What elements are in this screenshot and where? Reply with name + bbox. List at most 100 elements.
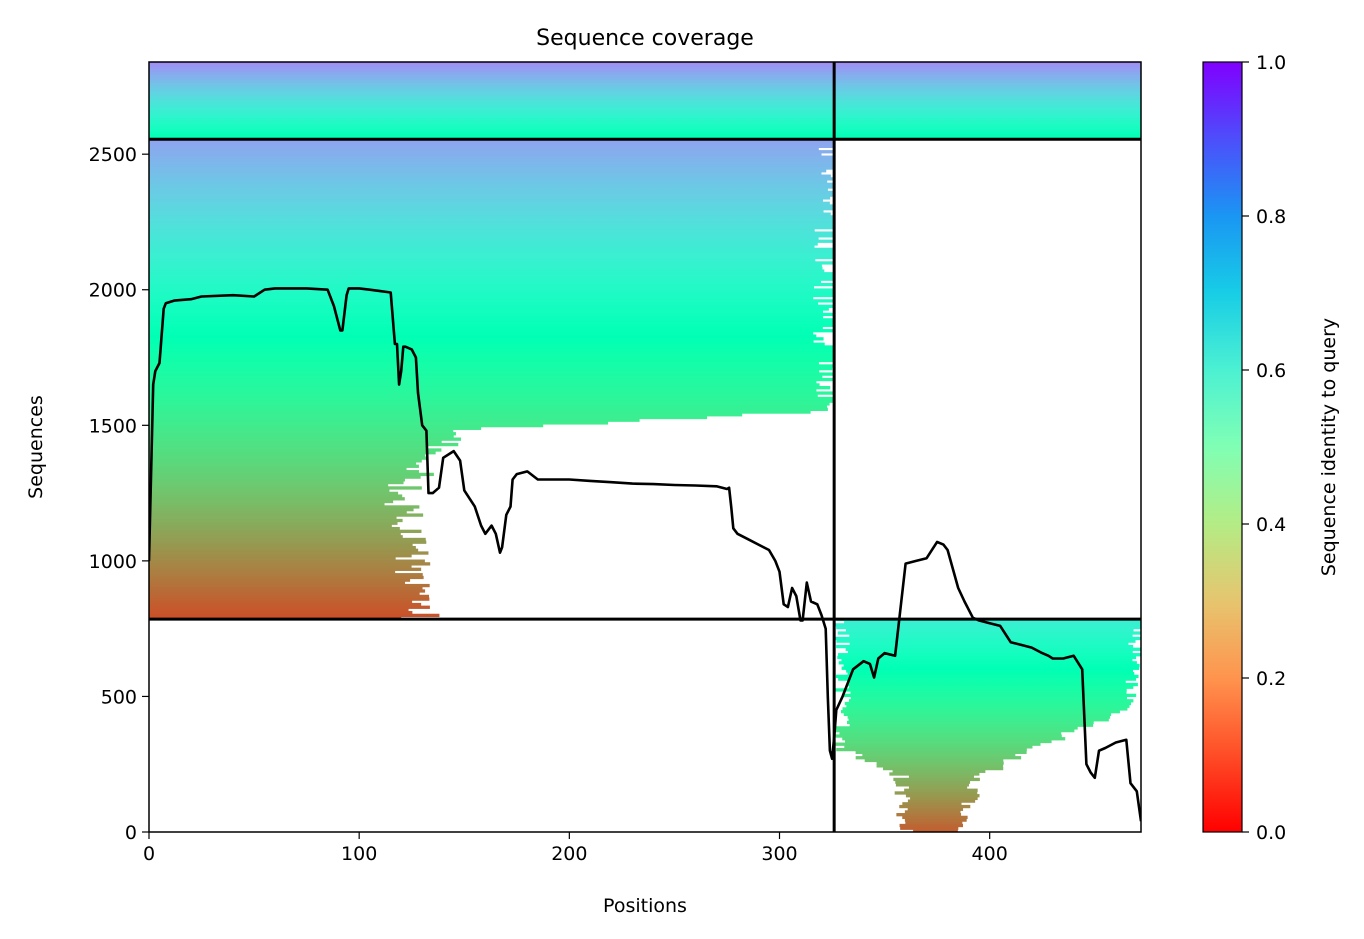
coverage-row-0 xyxy=(149,312,835,317)
coverage-row-0 xyxy=(149,524,392,528)
coverage-row-1 xyxy=(849,642,1129,646)
coverage-row-0 xyxy=(149,510,407,515)
coverage-row-0 xyxy=(149,272,835,276)
coverage-row-0 xyxy=(149,391,835,395)
coverage-row-2 xyxy=(149,68,1141,73)
coverage-row-1 xyxy=(840,709,1120,714)
coverage-row-1 xyxy=(836,625,1141,630)
coverage-row-2 xyxy=(149,133,1141,138)
coverage-row-1 xyxy=(834,728,1075,733)
y-tick-label: 1500 xyxy=(89,415,137,437)
coverage-row-0 xyxy=(149,532,401,536)
coverage-row-1 xyxy=(838,653,1141,657)
coverage-row-0 xyxy=(149,196,831,200)
coverage-row-2 xyxy=(149,98,1141,102)
coverage-row-1 xyxy=(892,769,986,773)
colorbar-tick-label: 0.2 xyxy=(1256,668,1286,690)
coverage-row-1 xyxy=(847,715,1111,719)
coverage-row-2 xyxy=(149,128,1141,132)
coverage-row-1 xyxy=(904,818,967,822)
coverage-row-1 xyxy=(908,775,974,779)
coverage-row-0 xyxy=(149,228,815,233)
colorbar xyxy=(1202,61,1243,833)
coverage-row-1 xyxy=(913,829,958,832)
coverage-row-1 xyxy=(835,742,1041,746)
coverage-row-1 xyxy=(850,691,1127,695)
coverage-row-1 xyxy=(855,756,1022,760)
coverage-row-0 xyxy=(149,247,835,252)
coverage-row-0 xyxy=(149,158,835,162)
coverage-row-0 xyxy=(149,605,430,609)
coverage-row-1 xyxy=(910,796,978,801)
coverage-row-1 xyxy=(843,663,1140,668)
coverage-row-2 xyxy=(149,106,1141,111)
coverage-row-0 xyxy=(149,356,835,360)
coverage-row-1 xyxy=(848,685,1134,689)
coverage-row-1 xyxy=(846,704,1130,708)
coverage-row-0 xyxy=(149,182,835,186)
coverage-row-0 xyxy=(149,404,828,409)
coverage-row-2 xyxy=(149,95,1141,100)
coverage-row-0 xyxy=(149,296,814,300)
coverage-row-1 xyxy=(847,672,1135,676)
coverage-row-2 xyxy=(149,74,1141,78)
coverage-row-0 xyxy=(149,266,823,271)
coverage-row-0 xyxy=(149,521,398,525)
coverage-row-0 xyxy=(149,415,708,420)
coverage-row-0 xyxy=(149,581,406,585)
coverage-row-0 xyxy=(149,375,823,379)
coverage-row-1 xyxy=(841,658,1133,662)
coverage-row-0 xyxy=(149,426,482,430)
y-tick-label: 0 xyxy=(125,822,137,844)
coverage-row-2 xyxy=(149,101,1141,105)
colorbar-tick-label: 0.0 xyxy=(1256,822,1286,844)
coverage-row-0 xyxy=(149,410,811,414)
coverage-row-0 xyxy=(149,372,835,376)
coverage-row-0 xyxy=(149,364,835,368)
coverage-row-1 xyxy=(893,777,980,782)
coverage-row-0 xyxy=(149,152,822,157)
coverage-row-2 xyxy=(149,117,1141,121)
coverage-row-1 xyxy=(845,739,1052,744)
coverage-row-1 xyxy=(895,783,969,787)
coverage-row-0 xyxy=(149,486,422,490)
coverage-row-0 xyxy=(149,201,830,205)
coverage-row-1 xyxy=(839,731,1062,735)
coverage-row-0 xyxy=(149,567,422,571)
coverage-row-1 xyxy=(850,696,1128,700)
coverage-row-1 xyxy=(845,647,1141,651)
coverage-row-0 xyxy=(149,348,835,352)
coverage-row-1 xyxy=(835,726,1078,730)
coverage-row-0 xyxy=(149,388,817,393)
coverage-row-0 xyxy=(149,459,422,463)
coverage-row-0 xyxy=(149,358,835,363)
coverage-row-1 xyxy=(894,791,978,795)
coverage-row-0 xyxy=(149,516,397,520)
coverage-row-0 xyxy=(149,288,835,292)
coverage-row-0 xyxy=(149,141,835,146)
coverage-row-1 xyxy=(835,674,1139,679)
coverage-row-0 xyxy=(149,594,430,599)
coverage-row-0 xyxy=(149,367,833,371)
coverage-row-0 xyxy=(149,147,819,151)
coverage-row-1 xyxy=(864,758,1004,763)
plot-frame xyxy=(148,61,1142,833)
coverage-row-0 xyxy=(149,293,835,298)
coverage-row-0 xyxy=(149,442,459,447)
coverage-row-0 xyxy=(149,318,835,322)
coverage-row-0 xyxy=(149,600,413,604)
coverage-row-0 xyxy=(149,505,420,509)
coverage-row-0 xyxy=(149,337,824,341)
coverage-row-1 xyxy=(896,813,962,817)
coverage-row-0 xyxy=(149,573,423,577)
coverage-row-0 xyxy=(149,451,436,455)
coverage-row-0 xyxy=(149,418,640,422)
coverage-row-0 xyxy=(149,432,456,436)
coverage-row-0 xyxy=(149,207,835,211)
coverage-row-0 xyxy=(149,160,835,165)
coverage-row-0 xyxy=(149,491,399,496)
coverage-row-1 xyxy=(902,802,962,806)
coverage-row-1 xyxy=(843,712,1112,717)
coverage-row-0 xyxy=(149,345,835,349)
